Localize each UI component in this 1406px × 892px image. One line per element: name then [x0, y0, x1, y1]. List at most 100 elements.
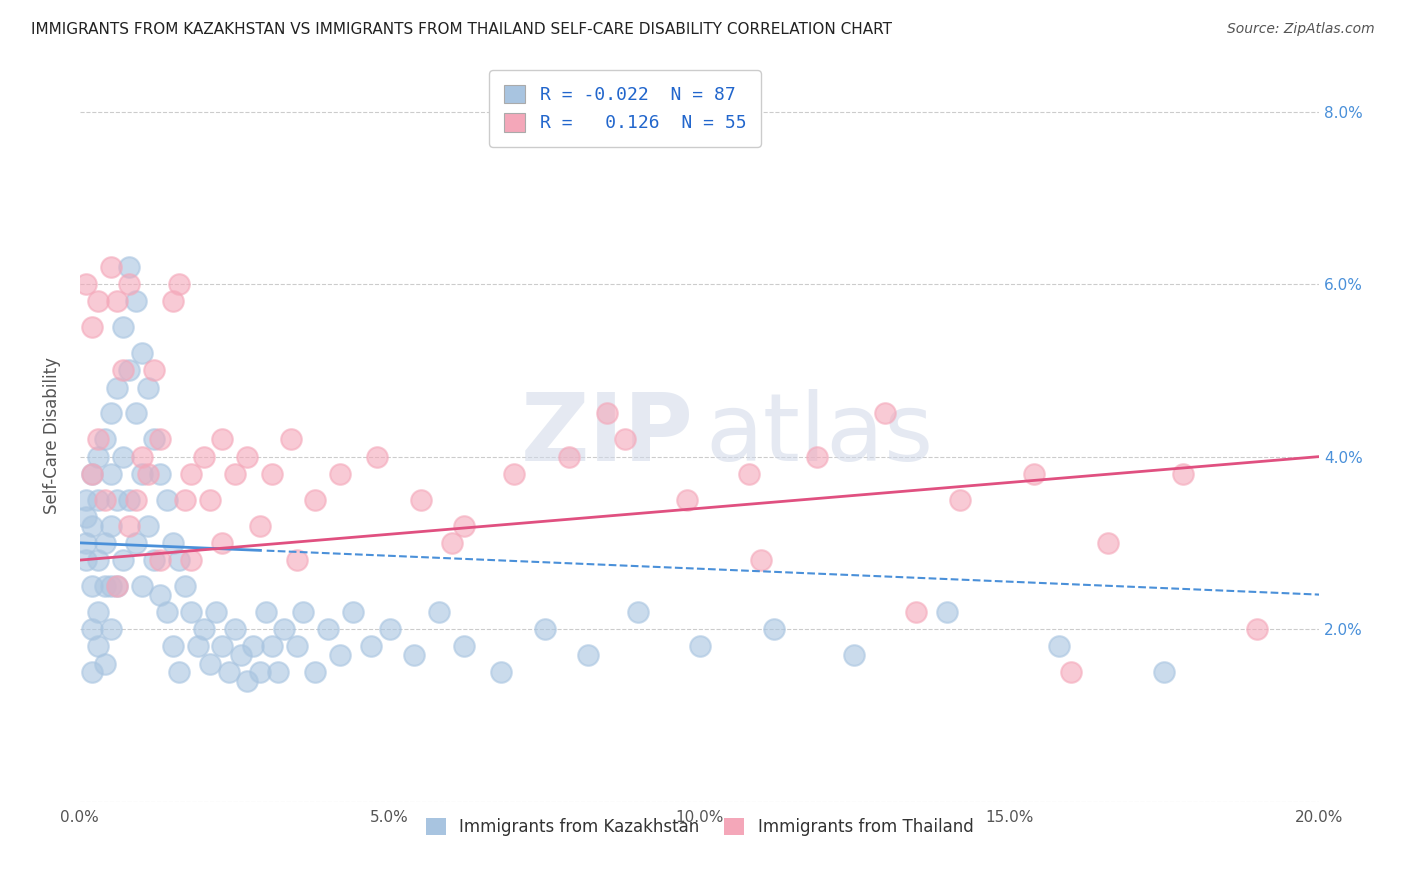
Legend: Immigrants from Kazakhstan, Immigrants from Thailand: Immigrants from Kazakhstan, Immigrants f… [418, 810, 981, 845]
Point [124, 536, 146, 550]
Point [82, 467, 104, 481]
Point [75, 277, 97, 292]
Point [342, 605, 364, 619]
Point [676, 492, 699, 507]
Point [100, 622, 122, 636]
Point [118, 363, 141, 377]
Point [205, 605, 228, 619]
Point [131, 450, 153, 464]
Point [502, 467, 524, 481]
Point [136, 467, 159, 481]
Point [224, 622, 246, 636]
Point [254, 605, 277, 619]
Point [162, 536, 184, 550]
Point [404, 648, 426, 662]
Point [267, 665, 290, 680]
Point [162, 294, 184, 309]
Point [100, 260, 122, 274]
Point [316, 622, 339, 636]
Point [87, 605, 110, 619]
Point [162, 640, 184, 654]
Point [236, 450, 259, 464]
Y-axis label: Self-Care Disability: Self-Care Disability [44, 357, 60, 514]
Point [249, 665, 271, 680]
Point [211, 433, 233, 447]
Point [273, 622, 295, 636]
Point [124, 492, 146, 507]
Point [285, 553, 308, 567]
Point [87, 553, 110, 567]
Point [87, 492, 110, 507]
Point [100, 518, 122, 533]
Point [453, 518, 475, 533]
Point [280, 433, 302, 447]
Point [193, 450, 215, 464]
Point [875, 407, 897, 421]
Point [1097, 536, 1119, 550]
Point [533, 622, 555, 636]
Point [112, 363, 135, 377]
Point [93, 492, 115, 507]
Point [489, 665, 512, 680]
Point [229, 648, 252, 662]
Point [180, 467, 202, 481]
Point [149, 588, 172, 602]
Point [180, 605, 202, 619]
Point [576, 648, 599, 662]
Point [218, 665, 240, 680]
Point [193, 622, 215, 636]
Point [105, 492, 128, 507]
Point [198, 492, 221, 507]
Point [614, 433, 637, 447]
Point [136, 518, 159, 533]
Point [905, 605, 928, 619]
Point [156, 492, 179, 507]
Point [93, 579, 115, 593]
Point [100, 467, 122, 481]
Point [156, 605, 179, 619]
Point [87, 450, 110, 464]
Text: ZIP: ZIP [520, 389, 693, 481]
Point [136, 381, 159, 395]
Point [211, 536, 233, 550]
Point [118, 277, 141, 292]
Point [1171, 467, 1194, 481]
Point [118, 260, 141, 274]
Point [87, 294, 110, 309]
Point [360, 640, 382, 654]
Point [1047, 640, 1070, 654]
Point [118, 518, 141, 533]
Point [285, 640, 308, 654]
Point [131, 467, 153, 481]
Point [224, 467, 246, 481]
Point [260, 467, 283, 481]
Point [427, 605, 450, 619]
Point [105, 381, 128, 395]
Point [93, 433, 115, 447]
Point [595, 407, 617, 421]
Point [93, 657, 115, 671]
Point [242, 640, 264, 654]
Point [124, 407, 146, 421]
Point [167, 553, 190, 567]
Point [762, 622, 785, 636]
Point [167, 277, 190, 292]
Point [82, 579, 104, 593]
Point [249, 518, 271, 533]
Point [93, 536, 115, 550]
Point [1246, 622, 1268, 636]
Point [112, 553, 135, 567]
Point [236, 673, 259, 688]
Point [1022, 467, 1045, 481]
Point [1060, 665, 1083, 680]
Point [143, 553, 166, 567]
Point [304, 665, 326, 680]
Point [105, 579, 128, 593]
Point [949, 492, 972, 507]
Point [211, 640, 233, 654]
Point [112, 450, 135, 464]
Point [100, 407, 122, 421]
Point [105, 294, 128, 309]
Point [131, 346, 153, 360]
Point [806, 450, 828, 464]
